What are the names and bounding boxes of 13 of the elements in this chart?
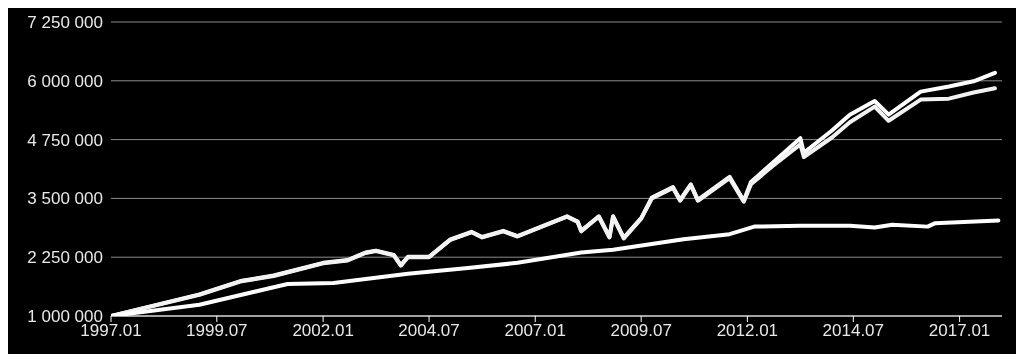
x-tick-label: 2014.07 bbox=[822, 321, 885, 341]
x-tick-label: 2002.01 bbox=[292, 321, 354, 341]
y-tick-label: 2 250 000 bbox=[27, 248, 103, 268]
x-tick-label: 1999.07 bbox=[186, 321, 248, 341]
y-tick-label: 7 250 000 bbox=[27, 13, 103, 33]
y-tick-label: 4 750 000 bbox=[27, 130, 103, 150]
x-tick-label: 2007.01 bbox=[504, 321, 566, 341]
y-tick-label: 3 500 000 bbox=[27, 189, 103, 209]
x-tick-label: 2004.07 bbox=[398, 321, 460, 341]
x-tick-label: 2012.01 bbox=[716, 321, 779, 341]
x-tick-label: 2009.07 bbox=[610, 321, 672, 341]
x-tick-label: 2017.01 bbox=[928, 321, 991, 341]
y-tick-label: 6 000 000 bbox=[27, 71, 103, 91]
